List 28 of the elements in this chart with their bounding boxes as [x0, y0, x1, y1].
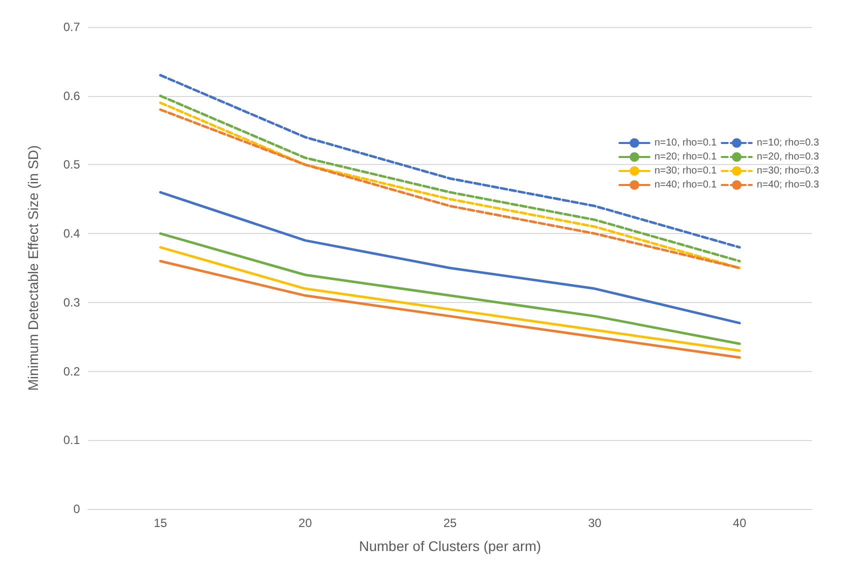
y-tick-label: 0.3: [63, 295, 80, 310]
y-tick-label: 0.2: [63, 364, 80, 378]
line-series: [159, 191, 741, 324]
legend-label: n=40; rho=0.3: [756, 180, 820, 190]
y-tick-label: 0: [73, 502, 80, 516]
legend-label: n=10; rho=0.3: [756, 138, 820, 148]
x-tick-label: 15: [154, 516, 168, 530]
y-axis-title: Minimum Detectable Effect Size (in SD): [25, 145, 41, 391]
x-tick-label: 40: [732, 516, 747, 530]
line-series: [159, 260, 741, 359]
x-tick-label: 30: [588, 516, 602, 530]
legend-label: n=40; rho=0.1: [654, 180, 718, 190]
x-tick-label: 20: [298, 516, 312, 530]
line-series: [159, 232, 741, 345]
line-series: [159, 246, 741, 352]
legend-label: n=30; rho=0.3: [756, 166, 820, 176]
line-series: [159, 74, 741, 249]
x-tick-label: 25: [443, 516, 457, 530]
x-axis-title: Number of Clusters (per arm): [358, 538, 542, 554]
legend-label: n=20, rho=0.3: [756, 152, 820, 162]
y-tick-label: 0.5: [63, 158, 80, 172]
y-tick-label: 0.1: [63, 433, 80, 448]
y-tick-label: 0.7: [63, 20, 80, 34]
y-tick-label: 0.4: [63, 226, 80, 241]
legend-label: n=10, rho=0.1: [654, 138, 718, 148]
legend-label: n=20; rho=0.1: [654, 152, 718, 162]
legend-label: n=30; rho=0.1: [654, 166, 718, 176]
y-tick-label: 0.6: [63, 88, 80, 103]
